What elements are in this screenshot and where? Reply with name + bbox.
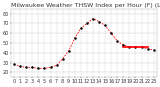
Text: Milwaukee Weather THSW Index per Hour (F) (Last 24 Hours): Milwaukee Weather THSW Index per Hour (F… xyxy=(11,3,160,8)
